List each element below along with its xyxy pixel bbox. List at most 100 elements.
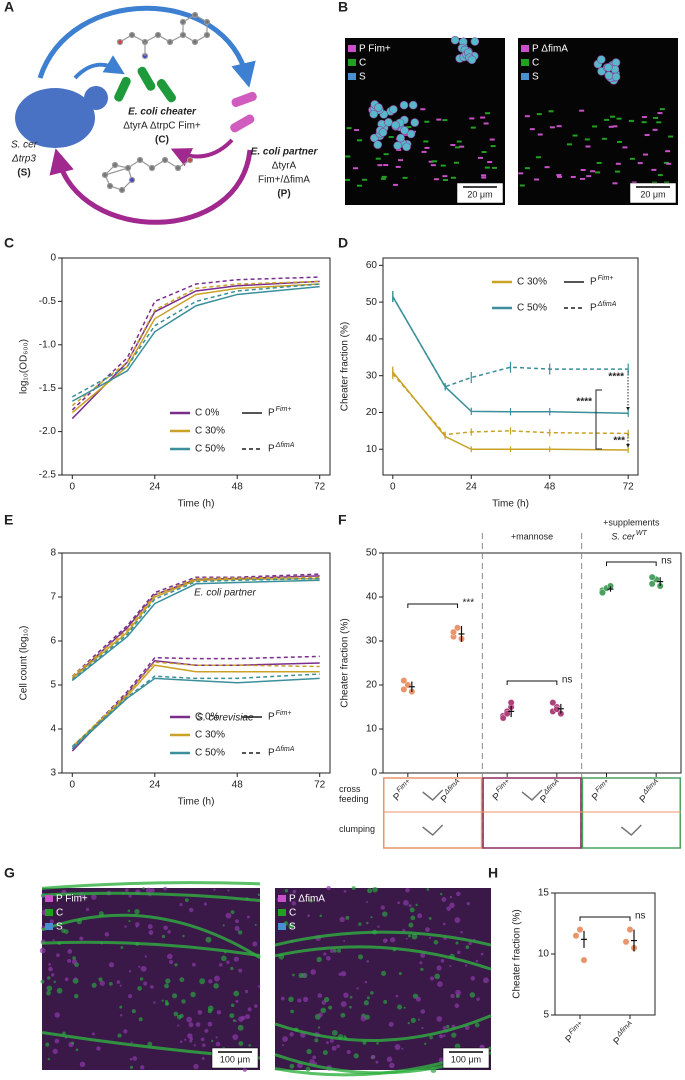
data-point — [626, 926, 634, 933]
cell-rod — [375, 157, 381, 160]
cell-rod — [481, 174, 487, 177]
legend-swatch — [348, 59, 356, 66]
speckle — [189, 1037, 194, 1041]
speckle — [366, 960, 369, 963]
label-text: S. cer — [611, 531, 636, 541]
cell-rod — [549, 126, 555, 129]
legend-label: C 50% — [195, 748, 225, 759]
legend-label: C 30% — [195, 730, 225, 741]
plot-frame — [382, 257, 639, 476]
speckle — [439, 892, 443, 896]
speckle — [201, 1056, 205, 1060]
speckle — [367, 888, 373, 894]
speckle — [120, 1014, 123, 1017]
diagram-label: (S) — [17, 168, 30, 179]
label-sup: ΔfimA — [443, 778, 462, 797]
speckle — [125, 888, 129, 893]
yeast-cell — [408, 100, 418, 110]
cell-rod — [585, 145, 591, 148]
legend-label: C — [532, 58, 539, 69]
speckle — [140, 1065, 145, 1070]
data-point — [580, 956, 588, 964]
data-point — [572, 932, 580, 940]
speckle — [67, 949, 73, 954]
cell-rod — [653, 116, 659, 119]
speckle — [237, 930, 243, 935]
annotation: E. coli partner — [194, 588, 256, 599]
speckle — [167, 930, 171, 934]
cell-rod — [484, 112, 490, 115]
cell-rod — [420, 108, 426, 111]
speckle — [326, 885, 331, 891]
check-mark — [422, 789, 444, 802]
speckle — [455, 989, 462, 996]
speckle — [389, 937, 396, 943]
y-tick-label: 50 — [366, 297, 378, 308]
panel-label: E — [4, 512, 13, 528]
speckle — [331, 1045, 337, 1051]
y-tick-label: 20 — [366, 680, 378, 691]
legend-swatch — [278, 909, 286, 916]
speckle — [222, 924, 225, 927]
legend-label: C 30% — [517, 277, 547, 288]
cell-rod — [548, 110, 554, 113]
speckle — [197, 1009, 203, 1015]
y-axis-label: log₁₀(OD₆₀₀) — [19, 339, 30, 394]
speckle — [389, 1062, 395, 1069]
speckle — [168, 959, 174, 965]
label-sup: ΔfimA — [597, 301, 617, 308]
x-tick-label: 72 — [314, 780, 326, 791]
yeast-cell — [611, 72, 621, 82]
speckle — [235, 919, 239, 924]
cell-rod — [592, 125, 598, 128]
legend-swatch — [521, 73, 529, 80]
table-row-label: cross feeding — [339, 784, 369, 804]
speckle — [204, 1028, 209, 1033]
yeast-cell — [410, 118, 420, 127]
speckle — [99, 980, 105, 986]
panel-label: F — [338, 512, 347, 528]
speckle — [193, 1063, 199, 1070]
speckle — [394, 1044, 401, 1050]
panel-label: A — [4, 0, 14, 15]
series-line — [71, 577, 320, 681]
cell-rod — [345, 155, 351, 158]
speckle — [411, 933, 418, 940]
speckle — [474, 1022, 480, 1028]
speckle — [242, 1067, 248, 1072]
speckle — [343, 1035, 347, 1038]
check-mark — [620, 824, 642, 837]
cell-rod — [393, 183, 399, 186]
cell-rod — [641, 116, 647, 119]
speckle — [401, 1047, 404, 1050]
speckle — [165, 999, 168, 1003]
speckle — [215, 1036, 218, 1039]
speckle — [323, 996, 330, 1003]
cell-rod — [459, 145, 465, 148]
speckle — [281, 996, 285, 1001]
speckle — [443, 1034, 446, 1037]
y-tick-label: 40 — [366, 592, 378, 603]
speckle — [449, 895, 453, 899]
speckle — [138, 965, 141, 968]
speckle — [238, 1041, 244, 1047]
cell-rod — [402, 133, 408, 136]
speckle — [227, 889, 230, 892]
label-sup: Fim+ — [495, 778, 511, 794]
speckle — [214, 975, 220, 982]
cell-rod — [544, 166, 550, 169]
series-line — [71, 280, 320, 407]
diagram-label: Δtrp3 — [11, 154, 36, 165]
speckle — [333, 948, 337, 953]
speckle — [142, 886, 145, 890]
speckle — [234, 926, 240, 932]
micrograph: P ΔfimA CS 100 μm — [274, 885, 492, 1077]
label-text: P — [538, 793, 551, 806]
cell-rod — [612, 182, 618, 185]
x-tick-label: 0 — [70, 780, 76, 791]
x-axis-label: Time (h) — [178, 797, 215, 808]
panel-label: D — [338, 235, 348, 251]
speckle — [284, 889, 289, 893]
speckle — [456, 891, 461, 897]
speckle — [357, 954, 364, 960]
